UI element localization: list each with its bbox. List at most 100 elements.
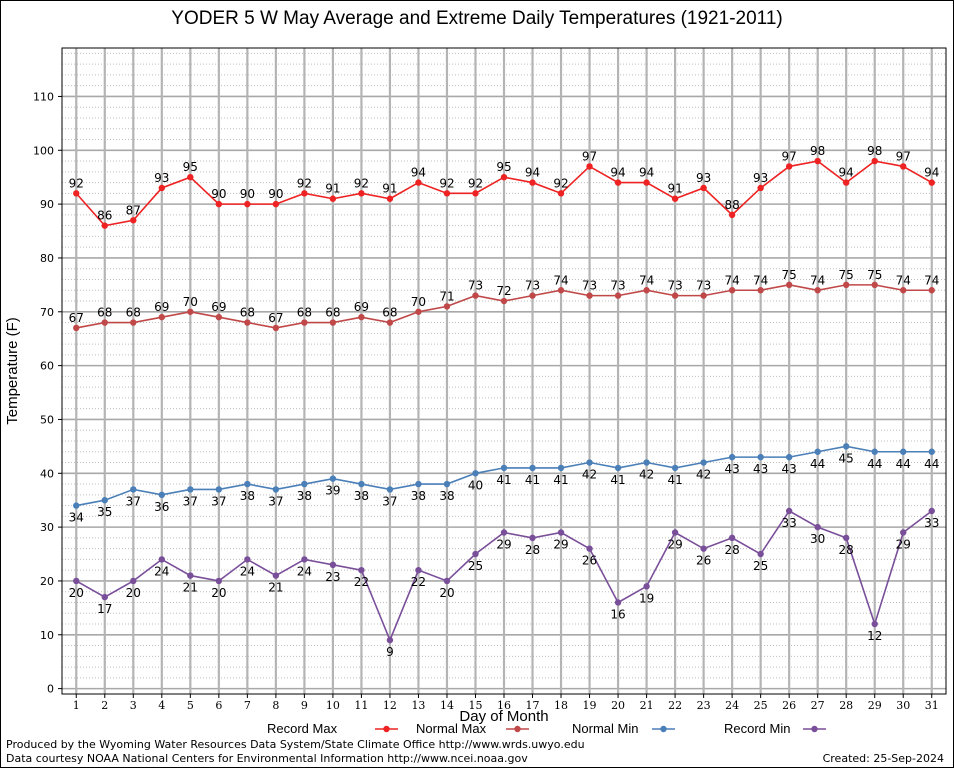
normal-max-data-label: 75 bbox=[782, 268, 797, 282]
normal-min-data-label: 43 bbox=[724, 462, 739, 476]
record-min-data-label: 24 bbox=[240, 564, 255, 578]
record-max-data-label: 92 bbox=[297, 176, 312, 190]
legend-label-normal-min: Normal Min bbox=[572, 721, 638, 736]
record-max-point bbox=[814, 157, 821, 165]
normal-min-data-label: 44 bbox=[810, 457, 825, 471]
record-max-data-label: 93 bbox=[753, 171, 768, 185]
normal-max-point bbox=[272, 324, 280, 332]
normal-min-point bbox=[757, 453, 764, 461]
normal-max-data-label: 75 bbox=[867, 268, 882, 282]
normal-max-data-label: 75 bbox=[839, 268, 854, 282]
record-max-data-label: 88 bbox=[724, 198, 739, 212]
legend-label-record-min: Record Min bbox=[724, 721, 790, 736]
record-max-data-label: 91 bbox=[382, 182, 397, 196]
normal-min-point bbox=[871, 448, 878, 455]
x-tick-label: 8 bbox=[272, 699, 279, 712]
normal-max-point bbox=[158, 313, 166, 321]
record-max-data-label: 94 bbox=[525, 166, 540, 180]
x-tick-label: 6 bbox=[215, 699, 222, 712]
normal-max-data-label: 74 bbox=[896, 273, 911, 287]
record-min-point bbox=[101, 593, 108, 601]
normal-max-point bbox=[472, 292, 479, 299]
record-max-point bbox=[842, 179, 850, 186]
record-min-point bbox=[529, 534, 536, 542]
normal-min-data-label: 41 bbox=[610, 473, 625, 487]
record-min-point bbox=[472, 550, 479, 558]
normal-max-data-label: 68 bbox=[325, 306, 340, 320]
normal-max-data-label: 73 bbox=[468, 279, 483, 293]
normal-min-point bbox=[415, 480, 422, 488]
normal-max-data-label: 73 bbox=[525, 279, 540, 293]
record-max-point bbox=[329, 195, 337, 202]
normal-max-data-label: 68 bbox=[382, 306, 397, 320]
normal-min-data-label: 37 bbox=[126, 494, 141, 508]
normal-min-data-label: 38 bbox=[354, 489, 369, 503]
normal-max-data-label: 68 bbox=[297, 306, 312, 320]
y-axis-label: Temperature (F) bbox=[4, 317, 21, 425]
x-tick-label: 27 bbox=[811, 699, 825, 712]
x-tick-label: 2 bbox=[101, 699, 108, 712]
normal-min-data-label: 37 bbox=[211, 494, 226, 508]
record-max-data-label: 97 bbox=[582, 149, 597, 163]
x-tick-label: 4 bbox=[158, 699, 165, 712]
record-max-point bbox=[614, 179, 622, 186]
normal-min-data-label: 40 bbox=[468, 478, 483, 492]
record-min-data-label: 21 bbox=[183, 581, 198, 595]
y-tick-label: 110 bbox=[33, 90, 54, 103]
normal-max-data-label: 73 bbox=[667, 279, 682, 293]
normal-max-point bbox=[244, 319, 251, 326]
normal-max-data-label: 74 bbox=[639, 273, 654, 287]
x-tick-label: 31 bbox=[925, 699, 939, 712]
normal-max-data-label: 68 bbox=[126, 306, 141, 320]
record-min-point bbox=[871, 620, 878, 628]
x-tick-label: 18 bbox=[554, 699, 568, 712]
record-min-data-label: 29 bbox=[553, 538, 568, 552]
record-min-point bbox=[301, 556, 308, 563]
x-tick-label: 17 bbox=[526, 699, 540, 712]
x-tick-label: 16 bbox=[497, 699, 511, 712]
normal-min-data-label: 43 bbox=[782, 462, 797, 476]
normal-min-data-label: 37 bbox=[268, 494, 283, 508]
normal-max-point bbox=[842, 281, 850, 289]
record-max-data-label: 86 bbox=[97, 209, 112, 223]
x-tick-label: 14 bbox=[440, 699, 454, 712]
record-max-point bbox=[871, 157, 878, 165]
record-min-data-label: 28 bbox=[839, 543, 854, 557]
record-min-point bbox=[842, 534, 850, 542]
record-max-data-label: 98 bbox=[810, 144, 825, 158]
y-axis-ticks: 0 10 20 30 40 50 60 70 80 90 100 110 bbox=[33, 90, 62, 696]
y-tick-label: 90 bbox=[40, 198, 54, 211]
legend-marker-normal-min bbox=[660, 725, 667, 733]
record-max-point bbox=[557, 190, 565, 197]
record-max-data-label: 92 bbox=[553, 176, 568, 190]
normal-max-data-label: 73 bbox=[696, 279, 711, 293]
record-min-point bbox=[643, 583, 650, 590]
normal-min-point bbox=[643, 459, 650, 466]
normal-max-point bbox=[130, 319, 137, 326]
normal-min-point bbox=[101, 497, 108, 504]
normal-min-data-label: 45 bbox=[839, 451, 854, 465]
normal-min-point bbox=[130, 486, 137, 493]
normal-min-point bbox=[215, 486, 223, 493]
legend-label-normal-max: Normal Max bbox=[416, 721, 487, 736]
record-max-point bbox=[500, 174, 508, 181]
normal-min-point bbox=[272, 486, 280, 493]
normal-min-point bbox=[73, 502, 80, 509]
record-min-point bbox=[500, 529, 508, 536]
normal-max-point bbox=[871, 281, 878, 289]
normal-min-point bbox=[586, 459, 593, 466]
record-min-point bbox=[586, 545, 593, 552]
legend-label-record-max: Record Max bbox=[267, 721, 338, 736]
record-min-data-label: 22 bbox=[354, 575, 369, 589]
record-max-point bbox=[301, 190, 308, 197]
record-max-data-label: 94 bbox=[411, 166, 426, 180]
x-tick-label: 28 bbox=[839, 699, 853, 712]
footer-produced-by: Produced by the Wyoming Water Resources … bbox=[6, 738, 585, 751]
record-min-point bbox=[244, 556, 251, 563]
record-max-point bbox=[529, 179, 536, 186]
normal-min-data-label: 44 bbox=[867, 457, 882, 471]
record-max-data-label: 90 bbox=[268, 187, 283, 201]
x-tick-label: 30 bbox=[896, 699, 910, 712]
normal-max-data-label: 68 bbox=[240, 306, 255, 320]
